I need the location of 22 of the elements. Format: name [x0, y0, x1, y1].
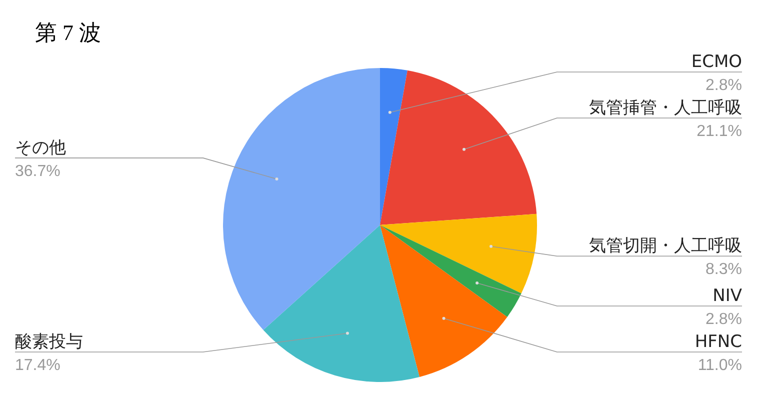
data-label: 2.8%	[706, 77, 742, 94]
data-label: 11.0%	[698, 357, 742, 374]
data-label: 17.4%	[15, 357, 60, 374]
pie-slice	[380, 225, 522, 318]
slice-label: HFNC	[694, 332, 742, 352]
chart-title: 第 7 波	[35, 20, 101, 45]
data-label: 21.1%	[696, 123, 742, 140]
pie-slice	[380, 68, 408, 225]
data-label: 8.3%	[706, 261, 742, 278]
slice-label: ECMO	[691, 52, 742, 72]
pie-slice	[263, 225, 420, 382]
slice-label: 酸素投与	[15, 332, 83, 352]
slice-label: その他	[15, 138, 66, 158]
pie-slice	[223, 68, 380, 330]
pie-slice	[380, 70, 537, 225]
pie-slice	[380, 214, 537, 294]
data-label: 36.7%	[15, 162, 60, 180]
slice-label: 気管切開・人工呼吸	[589, 236, 742, 256]
slice-label: NIV	[712, 286, 742, 306]
pie-slice	[380, 225, 508, 377]
slice-label: 気管挿管・人工呼吸	[589, 98, 742, 118]
data-label: 2.8%	[706, 311, 742, 328]
